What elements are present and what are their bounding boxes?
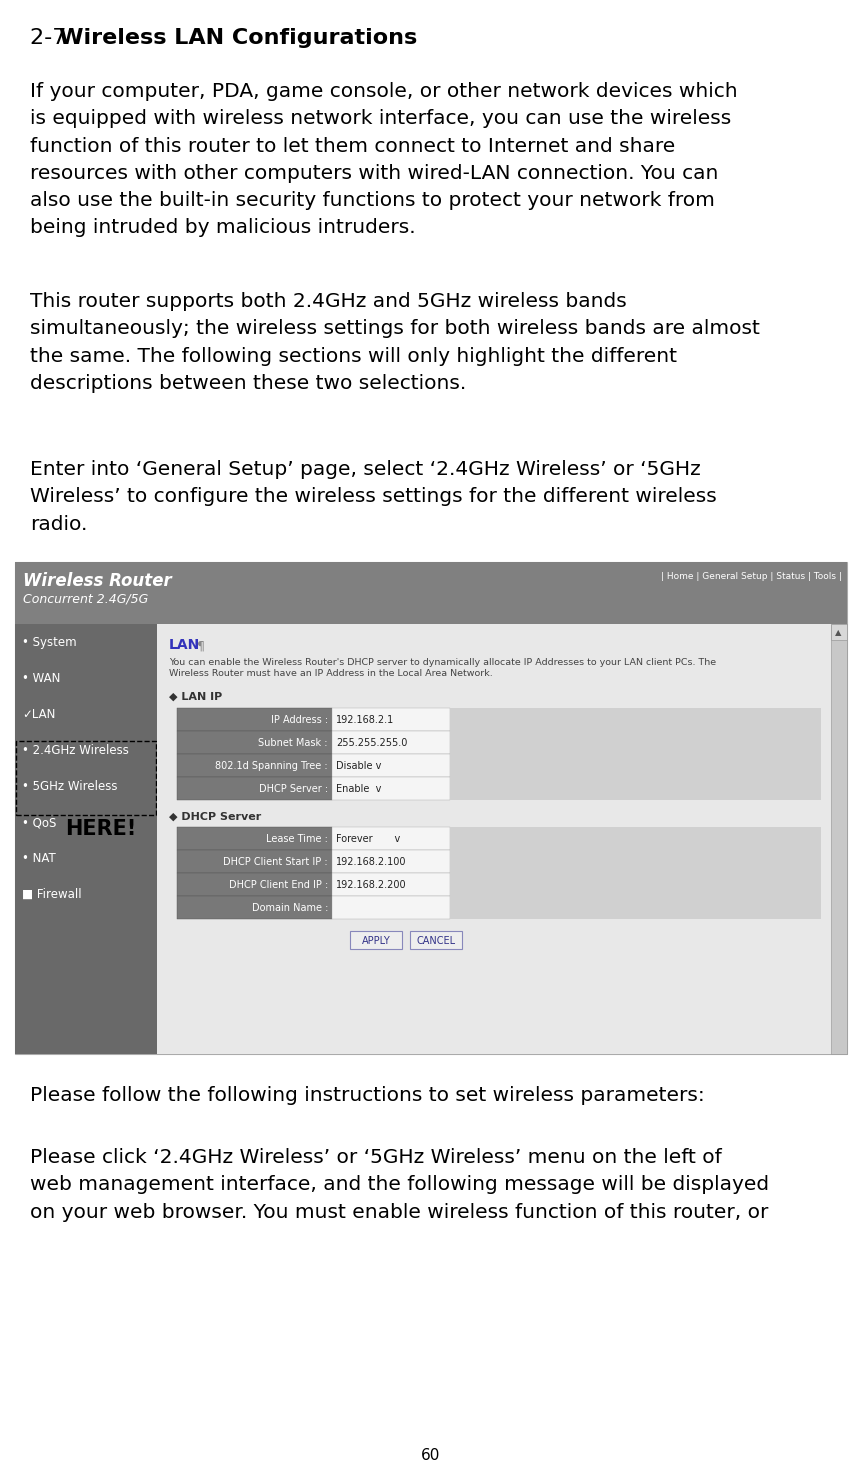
Text: HERE!: HERE! [65, 819, 136, 839]
Text: ■ Firewall: ■ Firewall [22, 888, 82, 901]
Text: ◆ DHCP Server: ◆ DHCP Server [169, 811, 261, 822]
Text: Domain Name :: Domain Name : [251, 903, 328, 913]
Text: 2-7: 2-7 [30, 28, 73, 49]
Text: Wireless Router: Wireless Router [23, 572, 171, 589]
Text: • 2.4GHz Wireless: • 2.4GHz Wireless [22, 744, 129, 757]
Text: Please follow the following instructions to set wireless parameters:: Please follow the following instructions… [30, 1086, 704, 1105]
Text: Disable v: Disable v [336, 761, 381, 770]
Text: If your computer, PDA, game console, or other network devices which
is equipped : If your computer, PDA, game console, or … [30, 82, 737, 237]
Text: CANCEL: CANCEL [416, 936, 455, 947]
Text: ▲: ▲ [834, 628, 840, 637]
Text: ¶: ¶ [197, 639, 205, 653]
Text: Wireless LAN Configurations: Wireless LAN Configurations [59, 28, 417, 49]
Text: 802.1d Spanning Tree :: 802.1d Spanning Tree : [215, 761, 328, 770]
Text: Enter into ‘General Setup’ page, select ‘2.4GHz Wireless’ or ‘5GHz
Wireless’ to : Enter into ‘General Setup’ page, select … [30, 460, 715, 534]
Text: 192.168.2.200: 192.168.2.200 [336, 881, 406, 889]
Text: Lease Time :: Lease Time : [266, 833, 328, 844]
Text: 192.168.2.1: 192.168.2.1 [336, 714, 393, 725]
Text: | Home | General Setup | Status | Tools |: | Home | General Setup | Status | Tools … [660, 572, 841, 581]
Text: • 5GHz Wireless: • 5GHz Wireless [22, 781, 117, 792]
Text: Subnet Mask :: Subnet Mask : [258, 738, 328, 748]
Text: • NAT: • NAT [22, 853, 56, 864]
Text: LAN: LAN [169, 638, 200, 653]
Text: • WAN: • WAN [22, 672, 60, 685]
Text: • System: • System [22, 637, 77, 648]
Text: APPLY: APPLY [362, 936, 390, 947]
Text: • QoS: • QoS [22, 816, 56, 829]
Text: Please click ‘2.4GHz Wireless’ or ‘5GHz Wireless’ menu on the left of
web manage: Please click ‘2.4GHz Wireless’ or ‘5GHz … [30, 1148, 768, 1222]
Text: DHCP Client End IP :: DHCP Client End IP : [228, 881, 328, 889]
Text: DHCP Client Start IP :: DHCP Client Start IP : [223, 857, 328, 867]
Text: DHCP Server :: DHCP Server : [258, 784, 328, 794]
Text: Concurrent 2.4G/5G: Concurrent 2.4G/5G [23, 592, 148, 606]
Text: Enable  v: Enable v [336, 784, 381, 794]
Text: This router supports both 2.4GHz and 5GHz wireless bands
simultaneously; the wir: This router supports both 2.4GHz and 5GH… [30, 293, 759, 392]
Text: Forever       v: Forever v [336, 833, 400, 844]
Text: ✓LAN: ✓LAN [22, 709, 55, 720]
Text: You can enable the Wireless Router's DHCP server to dynamically allocate IP Addr: You can enable the Wireless Router's DHC… [169, 659, 715, 679]
Text: 255.255.255.0: 255.255.255.0 [336, 738, 407, 748]
Text: 60: 60 [421, 1448, 440, 1463]
Text: 192.168.2.100: 192.168.2.100 [336, 857, 406, 867]
Text: IP Address :: IP Address : [270, 714, 328, 725]
Text: ◆ LAN IP: ◆ LAN IP [169, 692, 222, 703]
